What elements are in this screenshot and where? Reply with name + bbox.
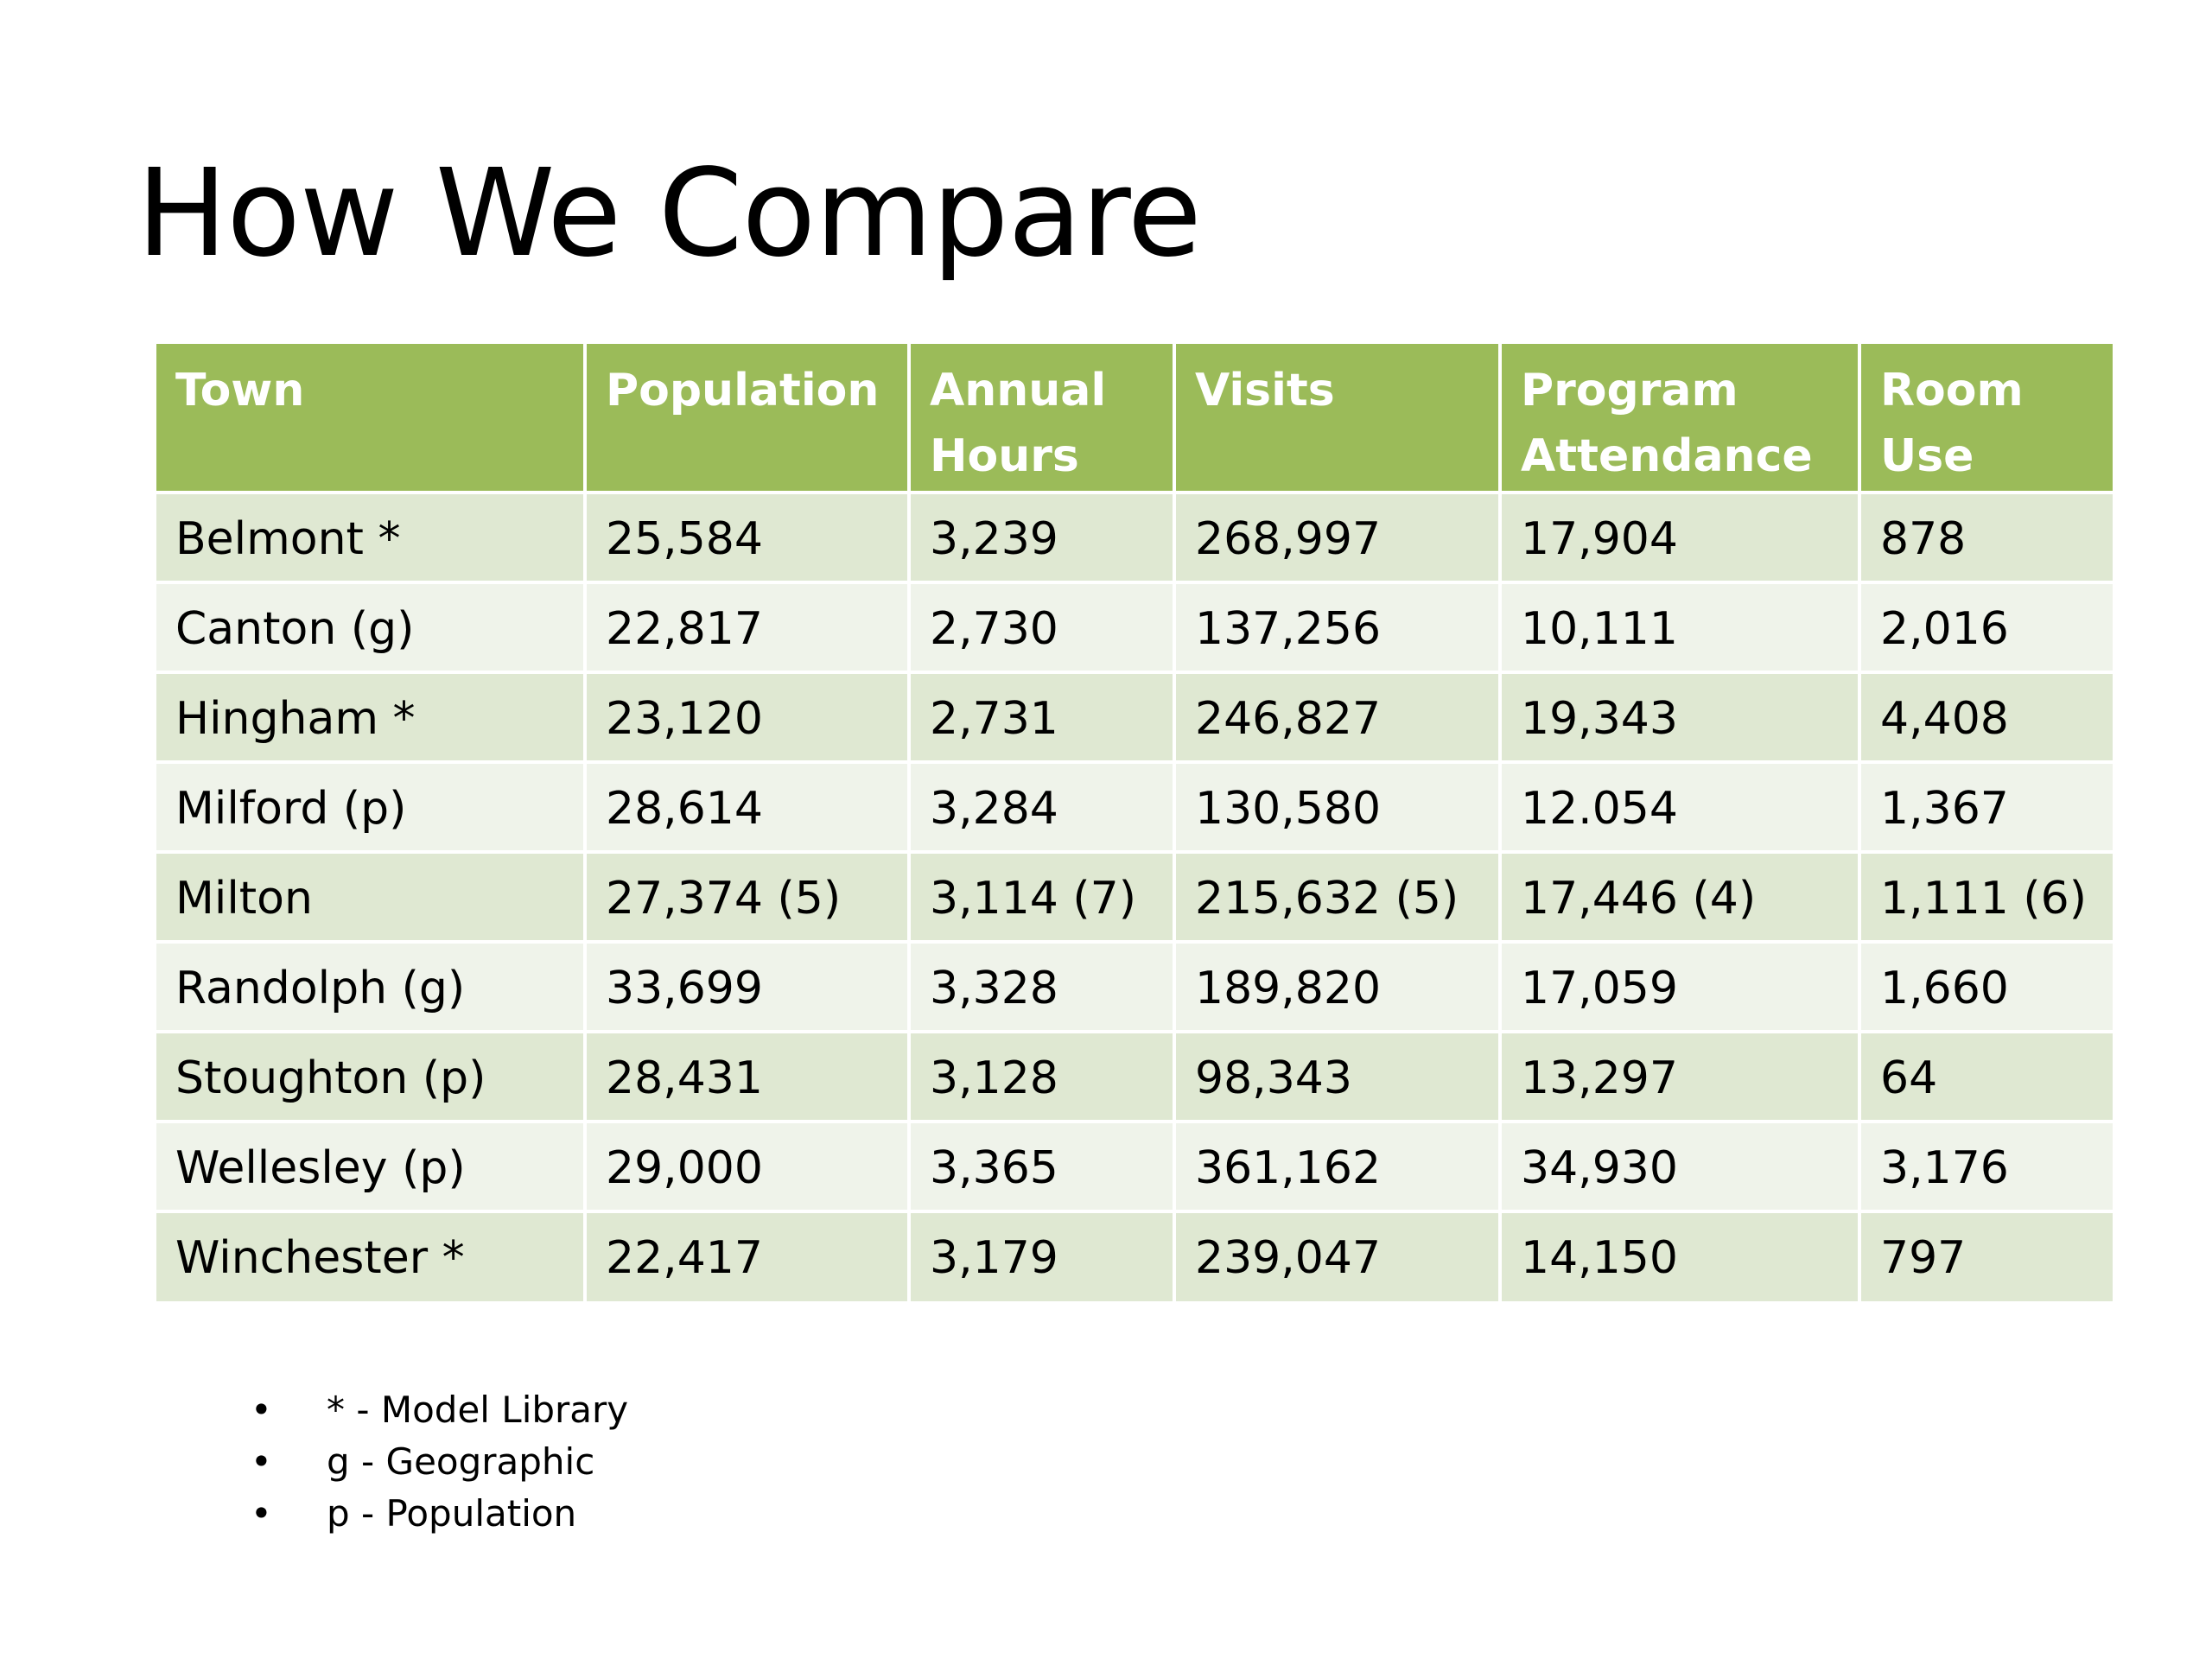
- cell-population: 27,374 (5): [583, 850, 911, 944]
- cell-town: Stoughton (p): [156, 1030, 587, 1123]
- legend-list: • * - Model Library • g - Geographic • p…: [251, 1384, 628, 1540]
- cell-room-use: 1,111 (6): [1858, 850, 2113, 944]
- cell-town: Hingham *: [156, 671, 587, 764]
- cell-visits: 137,256: [1173, 581, 1502, 674]
- cell-annual-hours: 3,365: [907, 1120, 1176, 1213]
- cell-population: 22,817: [583, 581, 911, 674]
- legend-item-population: • p - Population: [251, 1488, 628, 1540]
- cell-annual-hours: 3,284: [907, 760, 1176, 854]
- legend-item-label: * - Model Library: [327, 1389, 629, 1431]
- table-row: Hingham * 23,120 2,731 246,827 19,343 4,…: [156, 671, 2113, 764]
- table-row: Stoughton (p) 28,431 3,128 98,343 13,297…: [156, 1030, 2113, 1123]
- cell-room-use: 2,016: [1858, 581, 2113, 674]
- table-row: Canton (g) 22,817 2,730 137,256 10,111 2…: [156, 581, 2113, 674]
- cell-visits: 246,827: [1173, 671, 1502, 764]
- cell-program-attendance: 17,446 (4): [1498, 850, 1861, 944]
- header-visits: Visits: [1173, 344, 1502, 494]
- header-annual-hours: Annual Hours: [907, 344, 1176, 494]
- cell-room-use: 878: [1858, 491, 2113, 584]
- cell-room-use: 1,660: [1858, 940, 2113, 1033]
- table-row: Milton 27,374 (5) 3,114 (7) 215,632 (5) …: [156, 850, 2113, 944]
- cell-program-attendance: 10,111: [1498, 581, 1861, 674]
- cell-population: 28,614: [583, 760, 911, 854]
- cell-program-attendance: 34,930: [1498, 1120, 1861, 1213]
- cell-town: Belmont *: [156, 491, 587, 584]
- cell-annual-hours: 2,730: [907, 581, 1176, 674]
- table-row: Winchester * 22,417 3,179 239,047 14,150…: [156, 1210, 2113, 1301]
- cell-program-attendance: 12.054: [1498, 760, 1861, 854]
- cell-town: Wellesley (p): [156, 1120, 587, 1213]
- cell-program-attendance: 19,343: [1498, 671, 1861, 764]
- cell-population: 22,417: [583, 1210, 911, 1301]
- cell-population: 28,431: [583, 1030, 911, 1123]
- cell-annual-hours: 3,328: [907, 940, 1176, 1033]
- legend-item-label: g - Geographic: [327, 1440, 595, 1483]
- cell-program-attendance: 13,297: [1498, 1030, 1861, 1123]
- table-row: Belmont * 25,584 3,239 268,997 17,904 87…: [156, 491, 2113, 584]
- cell-visits: 130,580: [1173, 760, 1502, 854]
- bullet-icon: •: [251, 1440, 272, 1483]
- table-row: Milford (p) 28,614 3,284 130,580 12.054 …: [156, 760, 2113, 854]
- cell-program-attendance: 14,150: [1498, 1210, 1861, 1301]
- cell-program-attendance: 17,904: [1498, 491, 1861, 584]
- cell-population: 25,584: [583, 491, 911, 584]
- table-header-row: Town Population Annual Hours Visits Prog…: [156, 344, 2113, 494]
- cell-room-use: 1,367: [1858, 760, 2113, 854]
- header-room-use: Room Use: [1858, 344, 2113, 494]
- comparison-table: Town Population Annual Hours Visits Prog…: [156, 344, 2113, 1301]
- cell-population: 33,699: [583, 940, 911, 1033]
- header-town: Town: [156, 344, 587, 494]
- cell-room-use: 797: [1858, 1210, 2113, 1301]
- cell-visits: 98,343: [1173, 1030, 1502, 1123]
- cell-town: Winchester *: [156, 1210, 587, 1301]
- cell-visits: 361,162: [1173, 1120, 1502, 1213]
- cell-visits: 215,632 (5): [1173, 850, 1502, 944]
- cell-room-use: 64: [1858, 1030, 2113, 1123]
- cell-visits: 239,047: [1173, 1210, 1502, 1301]
- legend-item-label: p - Population: [327, 1492, 577, 1535]
- bullet-icon: •: [251, 1389, 272, 1431]
- bullet-icon: •: [251, 1492, 272, 1535]
- cell-annual-hours: 2,731: [907, 671, 1176, 764]
- cell-town: Canton (g): [156, 581, 587, 674]
- legend-item-geographic: • g - Geographic: [251, 1436, 628, 1488]
- table-row: Randolph (g) 33,699 3,328 189,820 17,059…: [156, 940, 2113, 1033]
- cell-town: Milton: [156, 850, 587, 944]
- header-population: Population: [583, 344, 911, 494]
- cell-town: Milford (p): [156, 760, 587, 854]
- header-program-attendance: Program Attendance: [1498, 344, 1861, 494]
- cell-annual-hours: 3,128: [907, 1030, 1176, 1123]
- table-row: Wellesley (p) 29,000 3,365 361,162 34,93…: [156, 1120, 2113, 1213]
- cell-program-attendance: 17,059: [1498, 940, 1861, 1033]
- cell-town: Randolph (g): [156, 940, 587, 1033]
- legend-item-model-library: • * - Model Library: [251, 1384, 628, 1436]
- cell-room-use: 4,408: [1858, 671, 2113, 764]
- cell-annual-hours: 3,239: [907, 491, 1176, 584]
- cell-room-use: 3,176: [1858, 1120, 2113, 1213]
- slide-title: How We Compare: [137, 143, 1202, 284]
- cell-population: 29,000: [583, 1120, 911, 1213]
- cell-visits: 268,997: [1173, 491, 1502, 584]
- cell-annual-hours: 3,179: [907, 1210, 1176, 1301]
- cell-population: 23,120: [583, 671, 911, 764]
- cell-visits: 189,820: [1173, 940, 1502, 1033]
- cell-annual-hours: 3,114 (7): [907, 850, 1176, 944]
